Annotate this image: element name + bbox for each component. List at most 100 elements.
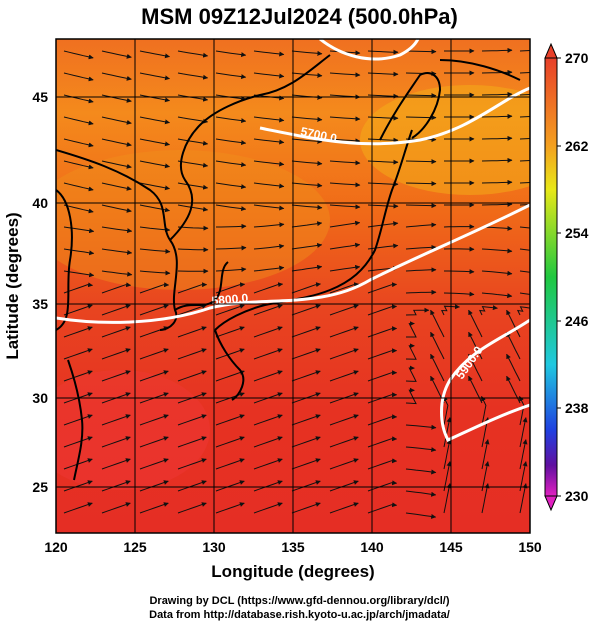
x-tick-label: 135 bbox=[281, 539, 305, 555]
streamline bbox=[329, 436, 359, 448]
streamline bbox=[101, 116, 132, 125]
streamline bbox=[139, 414, 169, 426]
streamline bbox=[253, 182, 285, 189]
streamline bbox=[329, 242, 361, 250]
streamline bbox=[101, 458, 131, 470]
streamline bbox=[139, 458, 169, 470]
streamline bbox=[101, 138, 132, 147]
colorbar-tick-label: 230 bbox=[565, 488, 589, 504]
streamline bbox=[215, 502, 245, 514]
streamline bbox=[215, 348, 245, 360]
streamline bbox=[215, 266, 247, 272]
streamline bbox=[329, 182, 361, 188]
y-tick-label: 45 bbox=[32, 89, 48, 105]
streamline bbox=[215, 480, 245, 492]
x-tick-label: 130 bbox=[202, 539, 226, 555]
streamline bbox=[430, 331, 445, 360]
x-tick-label: 140 bbox=[360, 539, 384, 555]
streamline bbox=[139, 248, 171, 254]
streamline bbox=[253, 370, 283, 382]
streamline bbox=[101, 248, 133, 255]
streamline bbox=[481, 439, 490, 470]
streamline bbox=[215, 72, 247, 80]
streamline bbox=[405, 424, 437, 430]
streamline bbox=[215, 245, 247, 251]
streamline bbox=[367, 159, 399, 165]
streamline bbox=[329, 502, 359, 514]
streamline bbox=[519, 226, 530, 229]
streamline bbox=[101, 226, 133, 234]
streamline bbox=[367, 436, 398, 448]
streamline bbox=[481, 135, 513, 141]
y-axis-title: Latitude (degrees) bbox=[3, 212, 22, 359]
streamline bbox=[63, 348, 93, 360]
streamline bbox=[329, 204, 361, 210]
streamline bbox=[291, 414, 321, 426]
streamline bbox=[216, 223, 247, 229]
temperature-field bbox=[56, 39, 530, 533]
streamline bbox=[291, 204, 323, 210]
streamline bbox=[139, 50, 170, 59]
streamline bbox=[405, 93, 437, 99]
streamline bbox=[101, 270, 133, 277]
streamline bbox=[519, 439, 528, 470]
streamline bbox=[405, 203, 437, 209]
streamline bbox=[367, 304, 398, 316]
streamline bbox=[139, 282, 170, 294]
streamline bbox=[177, 247, 209, 253]
streamline bbox=[405, 307, 430, 316]
streamline bbox=[139, 116, 170, 125]
colorbar: 270 262 254 246 238 230 bbox=[544, 42, 589, 512]
streamline bbox=[291, 242, 323, 250]
streamline bbox=[405, 159, 437, 165]
x-axis: 120 125 130 135 140 145 150 Longitude (d… bbox=[44, 539, 542, 581]
streamline bbox=[215, 138, 247, 146]
streamline bbox=[253, 502, 283, 514]
streamline bbox=[329, 160, 361, 166]
streamline bbox=[329, 116, 361, 122]
streamline bbox=[481, 292, 513, 299]
streamline bbox=[291, 138, 323, 144]
y-tick-label: 30 bbox=[32, 390, 48, 406]
streamline bbox=[329, 348, 359, 360]
streamline bbox=[139, 370, 169, 382]
streamline bbox=[63, 226, 95, 234]
streamline bbox=[215, 304, 245, 316]
streamline bbox=[329, 458, 359, 470]
streamline bbox=[481, 201, 513, 207]
streamline bbox=[253, 348, 283, 360]
streamline bbox=[516, 306, 530, 316]
colorbar-tick-label: 254 bbox=[565, 225, 589, 241]
streamline bbox=[481, 248, 513, 254]
streamline bbox=[519, 203, 530, 206]
streamline bbox=[405, 490, 437, 497]
streamline bbox=[215, 204, 247, 212]
streamline bbox=[481, 461, 490, 492]
streamline bbox=[443, 461, 452, 492]
streamline bbox=[215, 326, 245, 338]
streamline bbox=[443, 417, 452, 448]
map-grid bbox=[56, 39, 530, 533]
streamline bbox=[253, 282, 284, 294]
streamline bbox=[177, 160, 209, 168]
streamline bbox=[519, 395, 525, 426]
streamline bbox=[367, 502, 398, 514]
streamline bbox=[329, 264, 361, 272]
streamline bbox=[481, 179, 513, 185]
streamline bbox=[367, 414, 398, 426]
colorbar-tick-label: 262 bbox=[565, 138, 589, 154]
streamline bbox=[506, 331, 521, 360]
streamline bbox=[139, 436, 169, 448]
streamline bbox=[215, 50, 247, 58]
streamline bbox=[481, 69, 513, 75]
streamline bbox=[291, 348, 321, 360]
streamline bbox=[405, 446, 437, 453]
streamline bbox=[291, 160, 323, 166]
streamline bbox=[468, 309, 483, 338]
streamline bbox=[519, 483, 528, 514]
streamline bbox=[177, 72, 209, 80]
streamline bbox=[215, 414, 245, 426]
streamline bbox=[139, 204, 170, 213]
streamline bbox=[253, 204, 285, 211]
